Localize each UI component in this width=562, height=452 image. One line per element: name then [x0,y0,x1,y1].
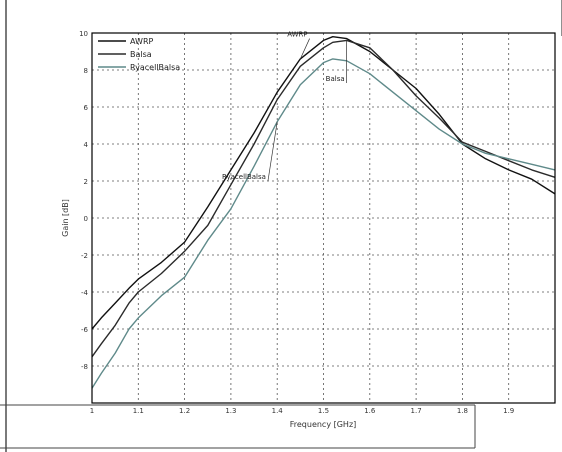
y-tick-label-7: -4 [81,289,89,297]
x-tick-label-5: 1.5 [318,407,329,415]
x-tick-label-8: 1.8 [457,407,468,415]
y-tick-label-8: -6 [81,326,89,334]
y-tick-label-3: 4 [84,141,89,149]
legend: AWRP Balsa RyacellBalsa [98,37,180,72]
legend-label-0: AWRP [130,37,154,46]
y-axis-label: Gain [dB] [61,199,70,237]
annotation-label-0: AWRP [287,31,307,39]
y-tick-label-2: 6 [84,104,89,112]
plot-frame [91,32,556,404]
y-tick-label-0: 10 [79,30,88,38]
annotations: AWRP Balsa RyacellBalsa [222,31,347,182]
annotation-leader-0 [300,38,310,60]
x-axis-label: Frequency [GHz] [290,420,357,429]
series-line-1 [91,39,556,358]
y-tick-label-5: 0 [84,215,88,223]
annotation-label-1: Balsa [326,75,345,83]
series-group [91,36,556,389]
y-tick-labels: 10 8 6 4 2 0 -2 -4 -6 -8 [79,30,88,371]
x-tick-label-2: 1.2 [179,407,190,415]
y-tick-label-4: 2 [84,178,88,186]
x-tick-label-6: 1.6 [364,407,376,415]
annotation-label-2: RyacellBalsa [222,173,266,181]
series-line-2 [91,58,556,389]
x-tick-label-7: 1.7 [411,407,422,415]
x-tick-label-3: 1.3 [225,407,236,415]
legend-label-1: Balsa [130,50,152,59]
series-line-0 [91,36,556,330]
x-tick-label-1: 1.1 [133,407,144,415]
x-tick-labels: 1 1.1 1.2 1.3 1.4 1.5 1.6 1.7 1.8 1.9 [90,407,515,415]
y-tick-label-6: -2 [81,252,88,260]
annotation-leader-2 [267,121,278,182]
y-tick-label-1: 8 [84,67,88,75]
x-tick-label-9: 1.9 [503,407,514,415]
x-tick-label-0: 1 [90,407,94,415]
legend-label-2: RyacellBalsa [130,63,180,72]
y-tick-label-9: -8 [81,363,88,371]
x-tick-label-4: 1.4 [272,407,284,415]
